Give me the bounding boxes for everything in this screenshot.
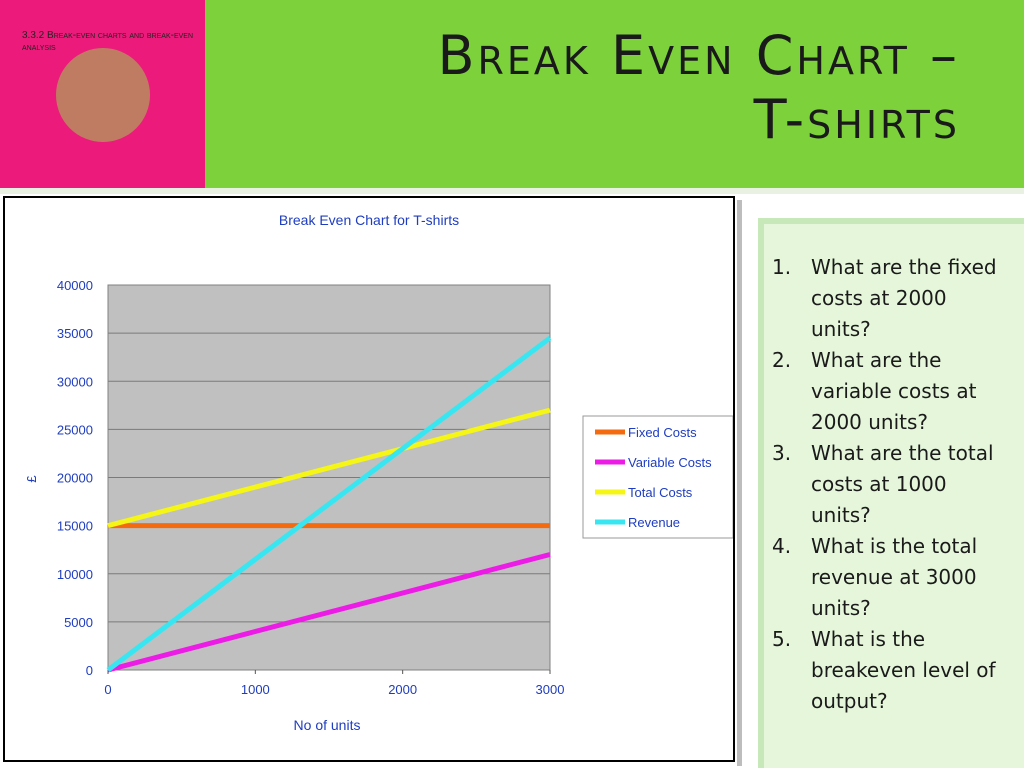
questions-list: 1. What are the fixed costs at 2000 units…	[772, 252, 1012, 717]
question-item: 5. What is the breakeven level of output?	[772, 624, 1012, 717]
question-number: 4.	[772, 534, 792, 558]
y-tick-label: 40000	[57, 278, 93, 293]
legend-label: Fixed Costs	[628, 425, 697, 440]
question-number: 5.	[772, 627, 792, 651]
chart-frame-shadow	[737, 200, 742, 766]
y-tick-label: 20000	[57, 471, 93, 486]
question-text: What is the total revenue at 3000 units?	[811, 534, 978, 620]
question-item: 4. What is the total revenue at 3000 unit…	[772, 531, 1012, 624]
y-tick-label: 10000	[57, 567, 93, 582]
series-line-1	[107, 552, 551, 673]
y-tick-label: 15000	[57, 519, 93, 534]
chart-frame: Break Even Chart for T-shirts 0 5000 10000 1…	[3, 196, 735, 762]
question-text: What are the variable costs at 2000 unit…	[811, 348, 977, 434]
y-tick-label: 25000	[57, 422, 93, 437]
question-text: What are the total costs at 1000 units?	[811, 441, 994, 527]
y-tick-label: 0	[86, 663, 93, 678]
header-pink-panel: 3.3.2 Break-even charts and break-even a…	[0, 0, 205, 188]
slide-title-line-2: T-shirts	[753, 88, 960, 151]
y-tick-label: 5000	[64, 615, 93, 630]
section-label: 3.3.2 Break-even charts and break-even a…	[22, 30, 194, 53]
chart-title: Break Even Chart for T-shirts	[279, 212, 459, 228]
y-tick-label: 30000	[57, 374, 93, 389]
slide-title: Break Even Chart – T-shirts	[437, 24, 960, 152]
question-item: 3. What are the total costs at 1000 units…	[772, 438, 1012, 531]
header-green-panel: Break Even Chart – T-shirts	[205, 0, 1024, 188]
series-line-3	[106, 335, 552, 672]
legend-label: Revenue	[628, 515, 680, 530]
x-tick-label: 1000	[241, 682, 270, 697]
legend-box	[582, 415, 733, 539]
y-axis-label: £	[24, 475, 39, 483]
question-number: 3.	[772, 441, 792, 465]
question-number: 1.	[772, 255, 792, 279]
question-text: What is the breakeven level of output?	[811, 627, 996, 713]
questions-panel	[764, 224, 1024, 768]
question-number: 2.	[772, 348, 792, 372]
series-line-2	[107, 407, 551, 529]
question-item: 1. What are the fixed costs at 2000 units…	[772, 252, 1012, 345]
plot-border	[107, 284, 551, 671]
x-tick-label: 3000	[536, 682, 565, 697]
x-tick-label: 2000	[388, 682, 417, 697]
decorative-circle	[56, 48, 150, 142]
legend-label: Variable Costs	[628, 455, 712, 470]
header-separator	[0, 188, 1024, 194]
break-even-chart: Break Even Chart for T-shirts05000100001…	[24, 212, 733, 733]
y-tick-label: 35000	[57, 326, 93, 341]
x-tick-label: 0	[104, 682, 111, 697]
x-axis-label: No of units	[294, 717, 361, 733]
slide-title-line-1: Break Even Chart –	[437, 24, 960, 87]
question-item: 2. What are the variable costs at 2000 un…	[772, 345, 1012, 438]
question-text: What are the fixed costs at 2000 units?	[811, 255, 997, 341]
legend-label: Total Costs	[628, 485, 693, 500]
